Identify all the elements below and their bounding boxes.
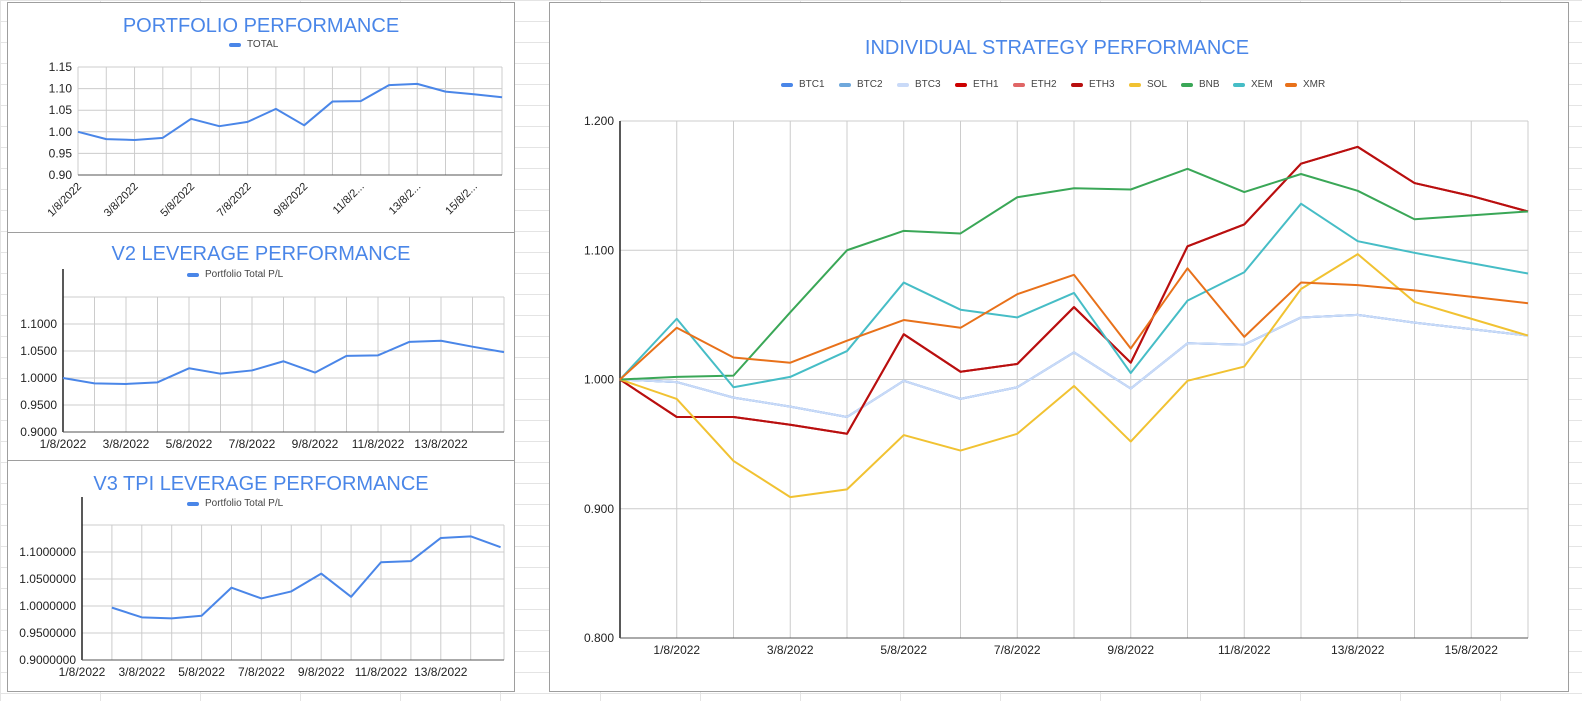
v2-legend-swatch-portfolio-total-p-l bbox=[187, 273, 199, 277]
individual-x-tick-label: 1/8/2022 bbox=[653, 643, 700, 657]
v2-x-tick-label: 5/8/2022 bbox=[166, 437, 213, 451]
portfolio-legend-label-total[interactable]: TOTAL bbox=[247, 39, 279, 50]
portfolio-x-tick-label: 15/8/2... bbox=[443, 181, 480, 218]
v2-chart-title: V2 LEVERAGE PERFORMANCE bbox=[112, 243, 411, 265]
individual-y-tick-label: 0.900 bbox=[584, 502, 614, 516]
individual-legend-label-sol[interactable]: SOL bbox=[1147, 79, 1167, 90]
v2-x-tick-label: 13/8/2022 bbox=[414, 437, 468, 451]
individual-legend-swatch-sol bbox=[1129, 83, 1141, 87]
individual-y-tick-label: 1.200 bbox=[584, 114, 614, 128]
v2-x-tick-label: 7/8/2022 bbox=[229, 437, 276, 451]
v3-chart-svg: V3 TPI LEVERAGE PERFORMANCE Portfolio To… bbox=[8, 461, 514, 691]
portfolio-chart-svg: PORTFOLIO PERFORMANCE TOTAL 0.90 0.95 1.00… bbox=[8, 3, 514, 232]
individual-legend-label-bnb[interactable]: BNB bbox=[1199, 79, 1220, 90]
individual-chart-svg: INDIVIDUAL STRATEGY PERFORMANCE BTC1 BTC2… bbox=[550, 3, 1568, 691]
individual-legend-swatch-btc3 bbox=[897, 83, 909, 87]
v3-x-tick-label: 1/8/2022 bbox=[59, 665, 106, 679]
v2-y-tick-label: 1.0500 bbox=[20, 344, 57, 358]
individual-x-tick-label: 13/8/2022 bbox=[1331, 643, 1385, 657]
portfolio-chart-panel[interactable]: PORTFOLIO PERFORMANCE TOTAL 0.90 0.95 1.00… bbox=[7, 2, 515, 233]
v2-y-tick-label: 1.1000 bbox=[20, 317, 57, 331]
individual-chart-panel[interactable]: INDIVIDUAL STRATEGY PERFORMANCE BTC1 BTC2… bbox=[549, 2, 1569, 692]
individual-legend-label-btc2[interactable]: BTC2 bbox=[857, 79, 883, 90]
individual-legend-swatch-bnb bbox=[1181, 83, 1193, 87]
individual-legend-label-eth3[interactable]: ETH3 bbox=[1089, 79, 1115, 90]
individual-legend-label-xmr[interactable]: XMR bbox=[1303, 79, 1325, 90]
individual-x-tick-label: 9/8/2022 bbox=[1107, 643, 1154, 657]
individual-y-tick-label: 0.800 bbox=[584, 631, 614, 645]
portfolio-y-tick-label: 0.90 bbox=[49, 168, 73, 182]
v3-x-tick-label: 3/8/2022 bbox=[118, 665, 165, 679]
portfolio-y-tick-label: 1.10 bbox=[49, 82, 73, 96]
portfolio-x-tick-label: 3/8/2022 bbox=[102, 181, 141, 220]
v2-x-tick-label: 1/8/2022 bbox=[40, 437, 87, 451]
individual-x-tick-label: 11/8/2022 bbox=[1218, 643, 1271, 657]
individual-legend-swatch-btc1 bbox=[781, 83, 793, 87]
v2-x-tick-label: 3/8/2022 bbox=[103, 437, 150, 451]
v3-legend-label-portfolio-total-p-l[interactable]: Portfolio Total P/L bbox=[205, 498, 284, 509]
portfolio-chart-title: PORTFOLIO PERFORMANCE bbox=[123, 15, 399, 37]
individual-legend-label-eth2[interactable]: ETH2 bbox=[1031, 79, 1057, 90]
portfolio-chart-legend: TOTAL bbox=[229, 39, 279, 50]
portfolio-legend-swatch-total bbox=[229, 43, 241, 47]
v3-x-tick-label: 11/8/2022 bbox=[355, 665, 408, 679]
portfolio-x-tick-label: 13/8/2... bbox=[387, 181, 424, 218]
v2-y-tick-label: 0.9500 bbox=[20, 398, 57, 412]
portfolio-x-tick-label: 11/8/2... bbox=[331, 181, 367, 217]
v3-legend-swatch-portfolio-total-p-l bbox=[187, 502, 199, 506]
portfolio-chart-plot: 0.90 0.95 1.00 1.05 1.10 1.15 1/8/2022 3/8/2022… bbox=[45, 60, 502, 219]
v2-chart-panel[interactable]: V2 LEVERAGE PERFORMANCE Portfolio Total … bbox=[7, 232, 515, 461]
individual-chart-plot: 0.800 0.900 1.000 1.100 1.200 1/8/2022 3/8/202… bbox=[584, 114, 1528, 657]
individual-legend-swatch-eth1 bbox=[955, 83, 967, 87]
individual-x-tick-label: 7/8/2022 bbox=[994, 643, 1041, 657]
individual-legend-swatch-eth3 bbox=[1071, 83, 1083, 87]
v2-chart-legend: Portfolio Total P/L bbox=[187, 269, 284, 280]
individual-legend-swatch-xmr bbox=[1285, 83, 1297, 87]
v3-chart-panel[interactable]: V3 TPI LEVERAGE PERFORMANCE Portfolio To… bbox=[7, 460, 515, 692]
portfolio-y-tick-label: 1.15 bbox=[49, 60, 73, 74]
individual-chart-title: INDIVIDUAL STRATEGY PERFORMANCE bbox=[865, 37, 1249, 59]
individual-y-tick-label: 1.100 bbox=[584, 243, 614, 257]
v3-x-tick-label: 7/8/2022 bbox=[238, 665, 285, 679]
individual-legend-label-xem[interactable]: XEM bbox=[1251, 79, 1273, 90]
portfolio-y-tick-label: 0.95 bbox=[49, 146, 73, 160]
v2-legend-label-portfolio-total-p-l[interactable]: Portfolio Total P/L bbox=[205, 269, 284, 280]
v3-chart-title: V3 TPI LEVERAGE PERFORMANCE bbox=[93, 473, 428, 495]
v2-y-tick-label: 1.0000 bbox=[20, 371, 57, 385]
individual-x-tick-label: 3/8/2022 bbox=[767, 643, 814, 657]
individual-legend-swatch-eth2 bbox=[1013, 83, 1025, 87]
portfolio-x-tick-label: 7/8/2022 bbox=[215, 181, 254, 220]
individual-legend-label-eth1[interactable]: ETH1 bbox=[973, 79, 999, 90]
v2-x-tick-label: 9/8/2022 bbox=[292, 437, 339, 451]
v2-chart-plot: 0.9000 0.9500 1.0000 1.0500 1.1000 1/8/2022 3/… bbox=[20, 269, 504, 451]
v3-chart-legend: Portfolio Total P/L bbox=[187, 498, 284, 509]
v3-x-tick-label: 9/8/2022 bbox=[298, 665, 345, 679]
individual-legend-label-btc3[interactable]: BTC3 bbox=[915, 79, 941, 90]
v2-chart-svg: V2 LEVERAGE PERFORMANCE Portfolio Total … bbox=[8, 233, 514, 460]
individual-x-tick-label: 5/8/2022 bbox=[880, 643, 927, 657]
individual-y-tick-label: 1.000 bbox=[584, 373, 614, 387]
individual-chart-legend: BTC1 BTC2 BTC3 ETH1 ETH2 ETH3 SOL BNB XEM XMR bbox=[781, 79, 1325, 90]
v3-y-tick-label: 1.1000000 bbox=[19, 545, 76, 559]
individual-legend-label-btc1[interactable]: BTC1 bbox=[799, 79, 825, 90]
portfolio-x-tick-label: 1/8/2022 bbox=[45, 181, 84, 220]
v3-x-tick-label: 5/8/2022 bbox=[178, 665, 225, 679]
v3-chart-plot: 0.9000000 0.9500000 1.0000000 1.0500000 1.10… bbox=[19, 497, 504, 679]
v3-y-tick-label: 0.9500000 bbox=[19, 626, 76, 640]
v3-y-tick-label: 1.0000000 bbox=[19, 599, 76, 613]
individual-x-tick-label: 15/8/2022 bbox=[1445, 643, 1499, 657]
v2-x-tick-label: 11/8/2022 bbox=[352, 437, 405, 451]
portfolio-x-tick-label: 5/8/2022 bbox=[158, 181, 197, 220]
portfolio-y-tick-label: 1.00 bbox=[49, 125, 73, 139]
v3-y-tick-label: 1.0500000 bbox=[19, 572, 76, 586]
portfolio-x-tick-label: 9/8/2022 bbox=[272, 181, 311, 220]
individual-legend-swatch-btc2 bbox=[839, 83, 851, 87]
portfolio-y-tick-label: 1.05 bbox=[49, 103, 73, 117]
v3-x-tick-label: 13/8/2022 bbox=[414, 665, 468, 679]
individual-legend-swatch-xem bbox=[1233, 83, 1245, 87]
